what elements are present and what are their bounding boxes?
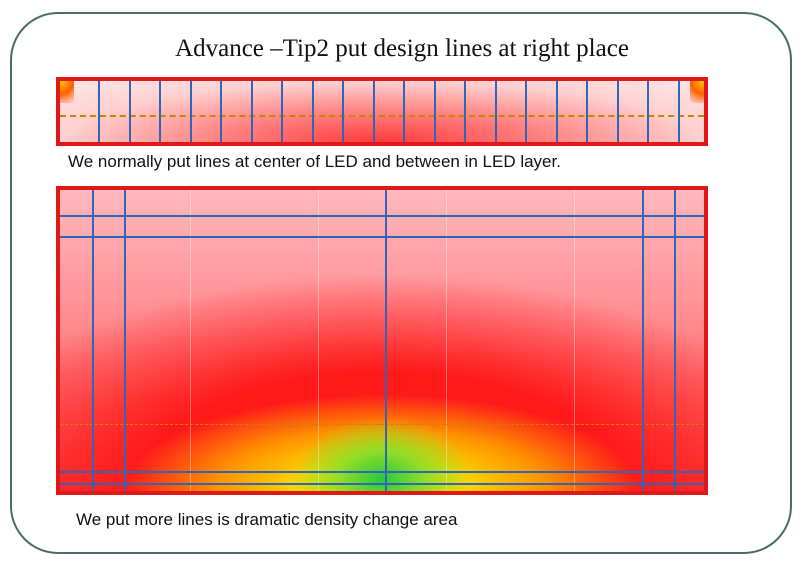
caption-led-layer: We normally put lines at center of LED a… — [68, 152, 561, 171]
center-dash-line — [60, 115, 704, 117]
density-change-map — [56, 186, 708, 495]
design-line-vertical — [555, 81, 558, 142]
design-line-vertical — [586, 81, 588, 142]
design-line-vertical — [92, 190, 94, 491]
design-line-vertical — [464, 81, 466, 142]
design-line-vertical — [220, 81, 222, 142]
design-line-vertical — [677, 81, 680, 142]
design-line-vertical — [342, 81, 344, 142]
design-line-vertical — [616, 81, 619, 142]
light-grid-line — [446, 190, 447, 491]
design-line-vertical — [433, 81, 436, 142]
design-line-vertical — [642, 190, 644, 491]
design-line-vertical — [647, 81, 649, 142]
design-line-vertical — [311, 81, 314, 142]
design-line-horizontal — [60, 236, 704, 238]
design-line-vertical — [494, 81, 497, 142]
light-grid-line — [574, 190, 575, 491]
led-layer-density-map — [56, 77, 708, 146]
led-hotspot — [60, 81, 74, 103]
design-line-vertical — [525, 81, 527, 142]
led-hotspot — [690, 81, 704, 103]
design-line-vertical — [124, 190, 126, 491]
design-line-vertical — [189, 81, 192, 142]
design-line-vertical — [281, 81, 283, 142]
design-line-vertical — [674, 190, 676, 491]
design-line-vertical — [385, 190, 387, 491]
design-line-horizontal — [60, 471, 704, 473]
design-line-vertical — [403, 81, 405, 142]
design-line-vertical — [128, 81, 131, 142]
design-line-vertical — [98, 81, 100, 142]
caption-density-change: We put more lines is dramatic density ch… — [76, 510, 458, 529]
design-line-horizontal — [60, 483, 704, 485]
design-line-vertical — [159, 81, 161, 142]
design-line-horizontal — [60, 215, 704, 217]
dash-line — [60, 424, 704, 425]
light-grid-line — [190, 190, 191, 491]
slide-title: Advance –Tip2 put design lines at right … — [175, 35, 629, 62]
design-line-vertical — [372, 81, 375, 142]
design-line-vertical — [250, 81, 253, 142]
light-grid-line — [318, 190, 319, 491]
